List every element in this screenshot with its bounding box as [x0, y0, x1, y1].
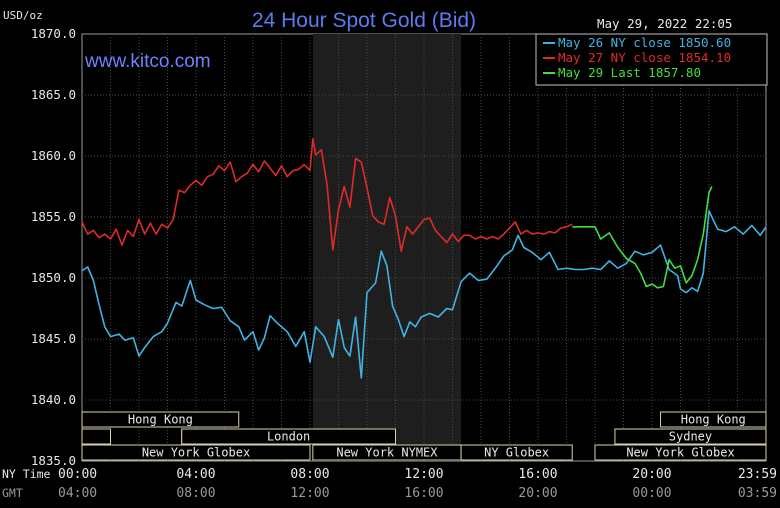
session-label: New York NYMEX: [336, 446, 438, 460]
x-tick-label: 12:00: [290, 486, 329, 501]
x-tick-label: 08:00: [176, 486, 215, 501]
series-line-3: [572, 186, 713, 289]
session-label: Sydney: [669, 430, 712, 444]
y-tick-label: 1855.0: [31, 209, 76, 224]
timestamp: May 29, 2022 22:05: [597, 16, 732, 31]
x-tick-label: 20:00: [632, 467, 671, 482]
x-axis-row-label: NY Time: [2, 467, 51, 481]
y-tick-label: 1870.0: [31, 26, 76, 41]
series-line-1: [81, 210, 767, 379]
session-bar: [614, 428, 767, 445]
nymex-session-shade: [312, 34, 462, 461]
x-tick-label: 20:00: [518, 486, 557, 501]
session-bar: [660, 411, 767, 428]
session-bar: [460, 444, 573, 461]
x-tick-label: 23:59: [738, 467, 777, 482]
x-tick-label: 03:59: [738, 486, 777, 501]
y-tick-label: 1840.0: [31, 392, 76, 407]
x-tick-label: 16:00: [518, 467, 557, 482]
session-label: London: [267, 430, 310, 444]
x-axis-row-label: GMT: [2, 486, 23, 500]
session-label: NY Globex: [484, 446, 549, 460]
session-label: New York Globex: [142, 446, 250, 460]
series-line-2: [81, 138, 573, 252]
x-tick-label: 08:00: [290, 467, 329, 482]
x-tick-label: 12:00: [404, 467, 443, 482]
y-axis-label: USD/oz: [3, 9, 43, 22]
session-label: Hong Kong: [681, 413, 746, 427]
chart-title: 24 Hour Spot Gold (Bid): [252, 9, 476, 32]
legend-box: [535, 33, 768, 86]
session-bar: [181, 428, 396, 445]
x-tick-label: 00:00: [632, 486, 671, 501]
legend-entry: May 27 NY close 1854.10: [558, 50, 731, 65]
x-tick-label: 04:00: [58, 486, 97, 501]
session-bar: [81, 411, 240, 428]
x-tick-label: 00:00: [58, 467, 97, 482]
session-label: New York Globex: [626, 446, 734, 460]
session-label: Hong Kong: [128, 413, 193, 427]
session-bar: [81, 428, 111, 445]
x-tick-label: 04:00: [176, 467, 215, 482]
y-tick-label: 1845.0: [31, 331, 76, 346]
legend-entry: May 26 NY close 1850.60: [558, 35, 731, 50]
y-tick-label: 1865.0: [31, 87, 76, 102]
y-tick-label: 1850.0: [31, 270, 76, 285]
session-bar: [81, 444, 311, 461]
y-tick-label: 1835.0: [31, 453, 76, 468]
x-tick-label: 16:00: [404, 486, 443, 501]
legend-entry: May 29 Last 1857.80: [558, 65, 701, 80]
session-bar: [594, 444, 767, 461]
y-tick-label: 1860.0: [31, 148, 76, 163]
watermark: www.kitco.com: [84, 51, 211, 72]
